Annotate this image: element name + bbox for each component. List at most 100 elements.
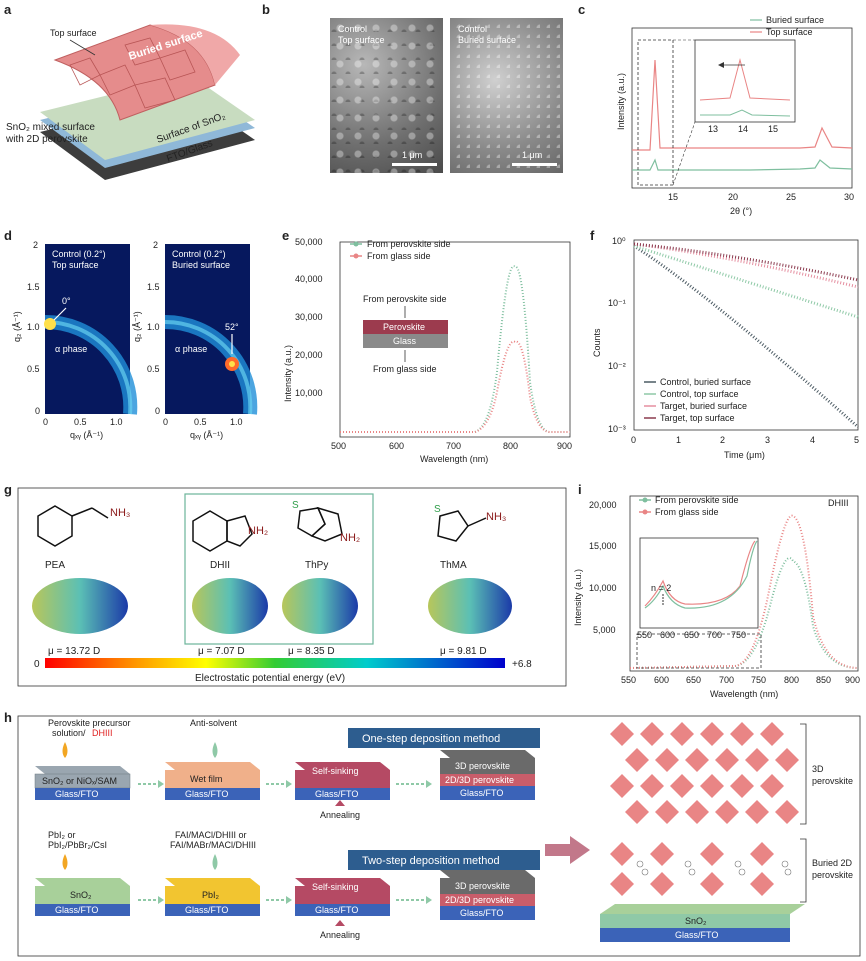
dhiii-ytick-3: 5,000 (593, 625, 616, 635)
panel-label-b: b (262, 2, 270, 17)
dhiii-xtick-0: 550 (621, 675, 636, 685)
panel-f-trpl-chart: Control, buried surface Control, top sur… (592, 236, 859, 460)
pl-ytick-4: 10,000 (295, 388, 323, 398)
right-3d-label-1: 3D (812, 764, 824, 774)
dhiii-xtick-5: 800 (784, 675, 799, 685)
giwaxs-right-phase: α phase (175, 344, 207, 354)
dhiii-inset (639, 537, 759, 629)
trpl-xtick-3: 3 (765, 435, 770, 445)
giwaxs-left-title1: Control (0.2°) (52, 249, 106, 259)
pl-legend-perovskite: From perovskite side (367, 239, 451, 249)
xrd-xtick-3: 30 (844, 192, 854, 202)
sem-top-surface (330, 18, 443, 173)
dhiii-title: DHIII (828, 498, 849, 508)
sem-left-scale: 1 μm (402, 150, 422, 160)
giwaxs-r-ytick-4: 0 (155, 406, 160, 416)
dhiii-inset-xtick-0: 550 (637, 630, 652, 640)
xrd-xtick-2: 25 (786, 192, 796, 202)
trpl-legend-2: Target, buried surface (660, 401, 747, 411)
dhiii-xtick-1: 600 (654, 675, 669, 685)
row2-2d3d: 2D/3D perovskite (445, 895, 514, 905)
right-2d-label-1: Buried 2D (812, 858, 853, 868)
trpl-ytick-0: 10⁰ (612, 236, 626, 246)
giwaxs-r-ytick-2: 1.0 (147, 322, 160, 332)
lattice-3d (610, 722, 799, 824)
fai-label-2: FAI/MABr/MACl/DHIII (170, 840, 256, 850)
panel-e-pl-chart: From perovskite side From glass side Fro… (283, 237, 572, 464)
giwaxs-left-ylabel: q₂ (Å⁻¹) (12, 311, 22, 342)
xrd-buried-line (632, 158, 853, 171)
pl-ytick-3: 20,000 (295, 350, 323, 360)
right-sno2: SnO₂ (685, 916, 707, 926)
one-step-banner (348, 728, 540, 748)
dhiii-legend-1: From glass side (655, 507, 719, 517)
giwaxs-ytick-0: 2 (33, 240, 38, 250)
giwaxs-r-xtick-0: 0 (163, 417, 168, 427)
dhiii-ylabel: Intensity (a.u.) (573, 569, 583, 626)
giwaxs-right-ylabel: q₂ (Å⁻¹) (132, 311, 142, 342)
dhiii-xtick-7: 900 (845, 675, 860, 685)
giwaxs-xtick-0: 0 (43, 417, 48, 427)
giwaxs-r-ytick-3: 0.5 (147, 364, 160, 374)
xrd-xtick-1: 20 (728, 192, 738, 202)
top-surface-label: Top surface (50, 28, 97, 38)
right-2d-label-2: perovskite (812, 870, 853, 880)
giwaxs-ytick-3: 0.5 (27, 364, 40, 374)
giwaxs-r-ytick-0: 2 (153, 240, 158, 250)
panel-i-pl-chart: n = 2 550 600 650 700 750 DHIII From per… (573, 495, 860, 699)
pl-xtick-2: 700 (446, 441, 461, 451)
trpl-control-buried (633, 244, 859, 429)
row1-sno2-layer: SnO₂ or NiOₓ/SAM (42, 776, 117, 786)
dhiii-inset-label: n = 2 (651, 583, 671, 593)
xrd-top-line (632, 59, 853, 151)
row1-self-sinking: Self-sinking (312, 766, 359, 776)
trpl-ylabel: Counts (592, 328, 602, 357)
dhiii-xlabel: Wavelength (nm) (710, 689, 778, 699)
giwaxs-r-ytick-1: 1.5 (147, 282, 160, 292)
thpy-name: ThPy (305, 560, 328, 571)
giwaxs-xtick-2: 1.0 (110, 417, 123, 427)
pl-ytick-1: 40,000 (295, 274, 323, 284)
panel-label-h: h (4, 710, 12, 725)
trpl-xtick-1: 1 (676, 435, 681, 445)
row2-glass-fto-3: Glass/FTO (315, 905, 358, 915)
dhii-structure (192, 510, 253, 552)
row1-glass-fto-3: Glass/FTO (315, 789, 358, 799)
highlight-box (184, 493, 374, 645)
wet-film-label: Wet film (190, 774, 222, 784)
precursor-label-1: Perovskite precursor (48, 718, 131, 728)
panel-label-e: e (282, 228, 290, 243)
row2-annealing: Annealing (320, 930, 360, 940)
svg-text:S: S (434, 504, 441, 515)
thma-dipole: μ = 9.81 D (440, 646, 487, 657)
pl-xtick-1: 600 (389, 441, 404, 451)
giwaxs-ytick-2: 1.0 (27, 322, 40, 332)
dhii-name: DHII (210, 560, 230, 571)
giwaxs-ytick-1: 1.5 (27, 282, 40, 292)
row2-glass-fto-4: Glass/FTO (460, 908, 503, 918)
trpl-legend-0: Control, buried surface (660, 377, 751, 387)
giwaxs-r-xtick-1: 0.5 (194, 417, 207, 427)
dhii-nh2: NH₂ (248, 525, 268, 537)
trpl-xtick-0: 0 (631, 435, 636, 445)
thpy-esp (282, 578, 358, 634)
mixed-surface-label-2: with 2D perovskite (5, 134, 88, 145)
row1-glass-fto-2: Glass/FTO (185, 789, 228, 799)
sem-left-title1: Control (338, 24, 367, 34)
drop-icon (62, 742, 68, 758)
trpl-ytick-3: 10⁻³ (608, 424, 626, 434)
giwaxs-left-xlabel: qₓᵧ (Å⁻¹) (70, 430, 103, 440)
pl-legend-glass: From glass side (367, 251, 431, 261)
precursor-label-2: solution/ (52, 728, 86, 738)
pbi-label-2: PbI₂/PbBr₂/CsI (48, 840, 107, 850)
giwaxs-ytick-4: 0 (35, 406, 40, 416)
trpl-legend-1: Control, top surface (660, 389, 739, 399)
trpl-xlabel: Time (μm) (724, 450, 765, 460)
pl-xlabel: Wavelength (nm) (420, 454, 488, 464)
esp-colorbar (45, 658, 505, 668)
xrd-legend-top: Top surface (766, 27, 813, 37)
thma-structure (437, 510, 487, 542)
panel-label-i: i (578, 482, 582, 497)
dhii-esp (192, 578, 268, 634)
pl-glass-side (340, 340, 570, 433)
